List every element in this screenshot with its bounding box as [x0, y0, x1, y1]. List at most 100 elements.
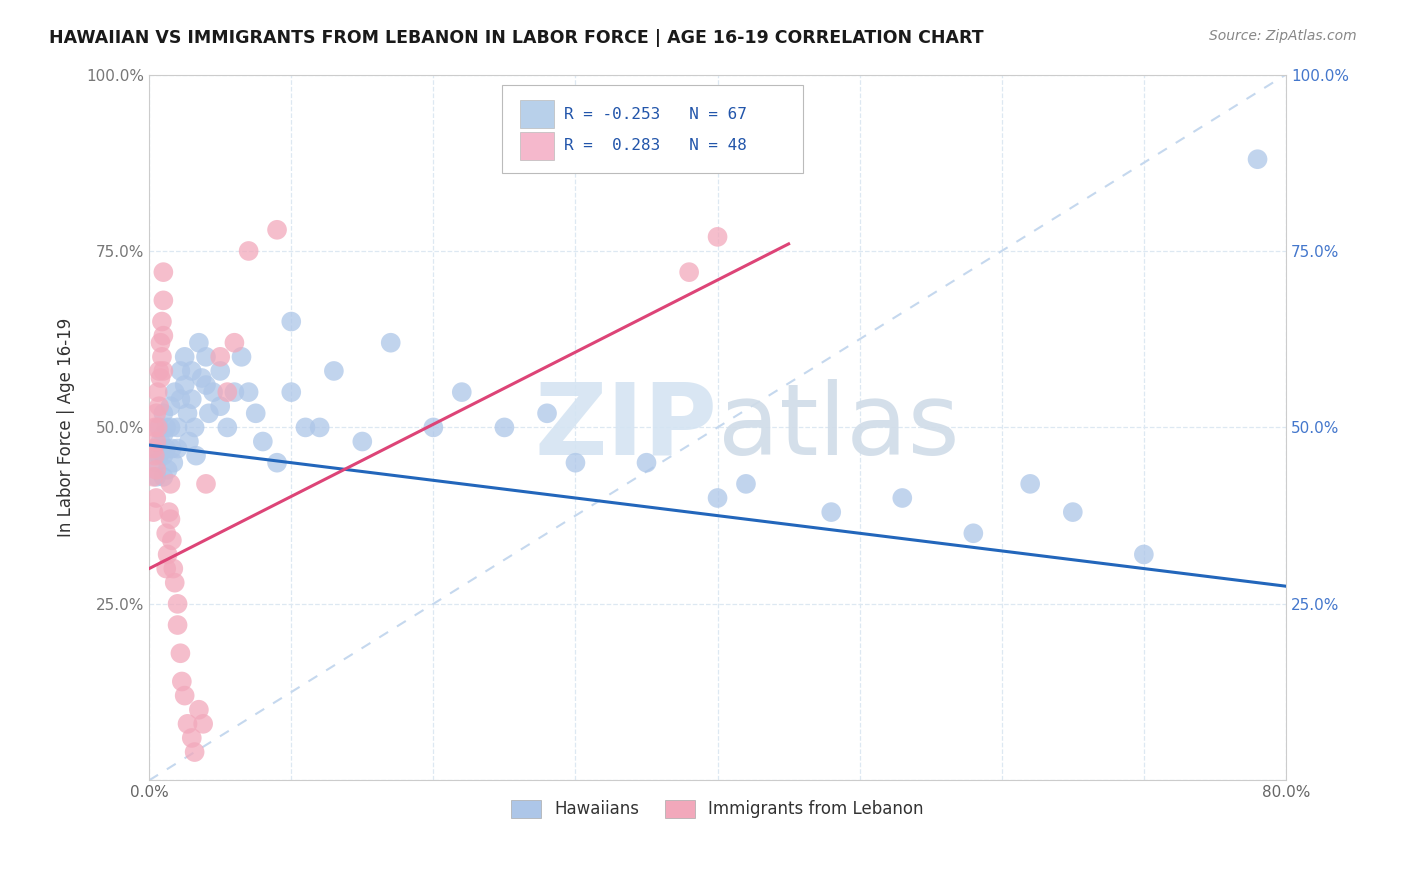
Text: atlas: atlas — [717, 379, 959, 476]
Point — [169, 392, 191, 407]
Point — [1019, 476, 1042, 491]
Point — [152, 293, 174, 308]
Point — [245, 406, 267, 420]
Point — [217, 385, 239, 400]
Point — [180, 731, 202, 745]
Point — [159, 420, 181, 434]
Point — [160, 442, 183, 456]
Point — [238, 244, 260, 258]
Point — [176, 406, 198, 420]
Point — [162, 456, 184, 470]
Point — [155, 420, 177, 434]
Point — [891, 491, 914, 505]
Point — [159, 512, 181, 526]
Point — [195, 476, 218, 491]
Point — [152, 364, 174, 378]
Point — [735, 476, 758, 491]
Point — [149, 371, 172, 385]
Point — [155, 442, 177, 456]
Point — [1133, 548, 1156, 562]
Point — [146, 420, 169, 434]
Point — [152, 328, 174, 343]
Point — [145, 434, 167, 449]
Point — [209, 364, 232, 378]
Point — [145, 456, 167, 470]
Text: R =  0.283   N = 48: R = 0.283 N = 48 — [564, 138, 747, 153]
Point — [195, 350, 218, 364]
Point — [145, 491, 167, 505]
Point — [173, 350, 195, 364]
Point — [184, 449, 207, 463]
Point — [173, 689, 195, 703]
Point — [280, 314, 302, 328]
Text: ZIP: ZIP — [534, 379, 717, 476]
Point — [183, 745, 205, 759]
Point — [266, 456, 288, 470]
Point — [536, 406, 558, 420]
Point — [252, 434, 274, 449]
Point — [209, 350, 232, 364]
Text: R = -0.253   N = 67: R = -0.253 N = 67 — [564, 106, 747, 121]
Point — [157, 505, 180, 519]
Point — [195, 378, 218, 392]
Point — [564, 456, 586, 470]
FancyBboxPatch shape — [520, 100, 554, 128]
Point — [150, 350, 173, 364]
Point — [191, 716, 214, 731]
Point — [150, 314, 173, 328]
Point — [177, 434, 200, 449]
Text: Source: ZipAtlas.com: Source: ZipAtlas.com — [1209, 29, 1357, 43]
Point — [173, 378, 195, 392]
Point — [294, 420, 316, 434]
Point — [149, 434, 172, 449]
Point — [162, 561, 184, 575]
Point — [142, 470, 165, 484]
Point — [183, 420, 205, 434]
Point — [159, 476, 181, 491]
Point — [148, 364, 170, 378]
Text: HAWAIIAN VS IMMIGRANTS FROM LEBANON IN LABOR FORCE | AGE 16-19 CORRELATION CHART: HAWAIIAN VS IMMIGRANTS FROM LEBANON IN L… — [49, 29, 984, 46]
Point — [176, 716, 198, 731]
Point — [148, 399, 170, 413]
Point — [156, 463, 179, 477]
Point — [155, 526, 177, 541]
Point — [169, 364, 191, 378]
Point — [380, 335, 402, 350]
Point — [169, 646, 191, 660]
Y-axis label: In Labor Force | Age 16-19: In Labor Force | Age 16-19 — [58, 318, 75, 537]
Point — [180, 392, 202, 407]
Point — [202, 385, 225, 400]
Point — [148, 420, 170, 434]
Point — [170, 674, 193, 689]
Point — [962, 526, 984, 541]
Point — [152, 470, 174, 484]
Point — [142, 505, 165, 519]
Point — [152, 265, 174, 279]
Point — [224, 385, 246, 400]
FancyBboxPatch shape — [520, 132, 554, 160]
Point — [160, 533, 183, 548]
Point — [163, 575, 186, 590]
Point — [159, 399, 181, 413]
Point — [145, 406, 167, 420]
Point — [706, 491, 728, 505]
Point — [148, 449, 170, 463]
Point — [142, 442, 165, 456]
Point — [308, 420, 330, 434]
Point — [166, 420, 188, 434]
FancyBboxPatch shape — [502, 85, 803, 173]
Point — [187, 335, 209, 350]
Point — [322, 364, 344, 378]
Point — [145, 470, 167, 484]
Point — [145, 442, 167, 456]
Point — [143, 420, 166, 434]
Point — [146, 385, 169, 400]
Point — [1246, 152, 1268, 166]
Point — [494, 420, 516, 434]
Point — [163, 385, 186, 400]
Point — [152, 406, 174, 420]
Point — [152, 427, 174, 442]
Point — [190, 371, 212, 385]
Point — [280, 385, 302, 400]
Point — [231, 350, 253, 364]
